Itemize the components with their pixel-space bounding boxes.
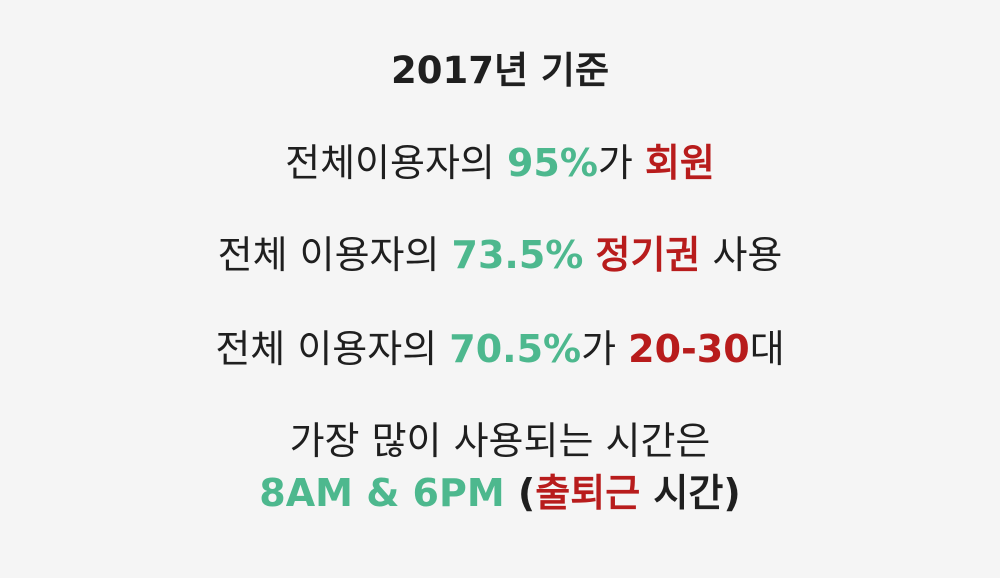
stat-age-suffix: 대 (749, 327, 785, 371)
stat-pass-label: 전체 이용자의 (217, 233, 452, 277)
stat-pass-percent: 73.5% (451, 233, 584, 277)
stat-time-paren-open: ( (504, 471, 536, 515)
stat-age-label: 전체 이용자의 (215, 327, 450, 371)
stat-members-highlight: 회원 (644, 141, 715, 185)
stat-members-label: 전체이용자의 (285, 141, 507, 185)
stat-age: 전체 이용자의 70.5%가 20-30대 (0, 326, 1000, 372)
stat-pass: 전체 이용자의 73.5% 정기권 사용 (0, 232, 1000, 278)
stat-age-highlight: 20-30 (628, 327, 750, 371)
stat-pass-suffix: 사용 (700, 233, 783, 277)
stat-pass-space (583, 233, 595, 277)
stat-age-particle: 가 (581, 327, 629, 371)
slide-title: 2017년 기준 (391, 49, 609, 92)
stat-time-highlight: 출퇴근 (535, 471, 641, 515)
stat-members-percent: 95% (506, 141, 598, 185)
stat-members: 전체이용자의 95%가 회원 (0, 140, 1000, 186)
stat-pass-highlight: 정기권 (595, 233, 701, 277)
stat-age-percent: 70.5% (449, 327, 582, 371)
stat-time-hours: 8AM & 6PM (259, 471, 505, 515)
stat-time-label: 가장 많이 사용되는 시간은 (289, 419, 711, 463)
stat-time-paren-close: 시간) (640, 471, 741, 515)
stat-members-particle: 가 (597, 141, 645, 185)
stat-time: 8AM & 6PM (출퇴근 시간) (0, 470, 1000, 516)
